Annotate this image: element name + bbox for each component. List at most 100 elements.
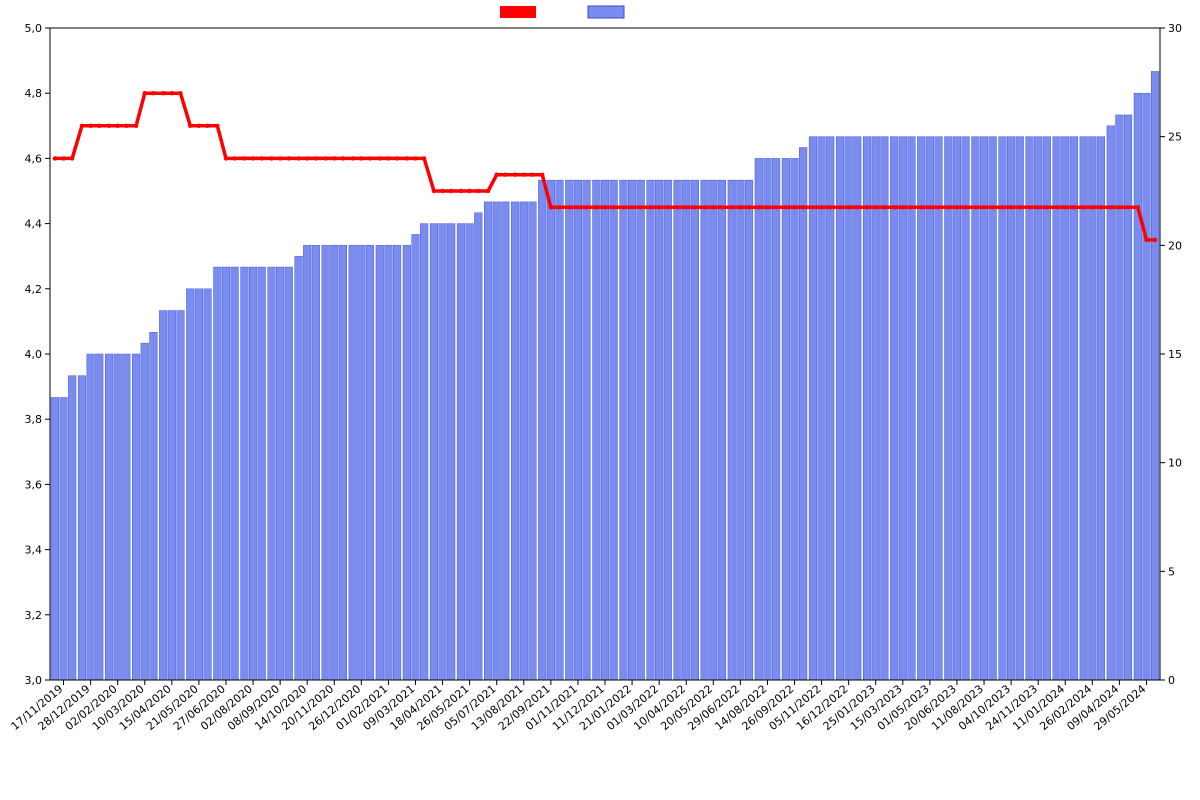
bar <box>845 137 853 680</box>
bar <box>809 137 817 680</box>
bar <box>628 180 636 680</box>
line-marker <box>1144 238 1148 242</box>
line-marker <box>269 156 273 160</box>
bar <box>818 137 826 680</box>
y-right-tick-label: 30 <box>1168 22 1182 35</box>
bar <box>718 180 726 680</box>
bar <box>1026 137 1034 680</box>
bar <box>989 137 997 680</box>
legend-swatch-bar <box>588 6 624 18</box>
line-marker <box>378 156 382 160</box>
bar <box>385 245 393 680</box>
line-marker <box>170 91 174 95</box>
line-marker <box>432 189 436 193</box>
bar <box>177 311 185 680</box>
line-marker <box>874 205 878 209</box>
bar <box>412 234 420 680</box>
line-marker <box>1153 238 1157 242</box>
line-marker <box>919 205 923 209</box>
bar <box>114 354 122 680</box>
line-marker <box>765 205 769 209</box>
line-marker <box>757 205 761 209</box>
bar <box>268 267 276 680</box>
bar <box>583 180 591 680</box>
bar <box>799 148 807 680</box>
line-marker <box>224 156 228 160</box>
bar <box>222 267 230 680</box>
line-marker <box>1126 205 1130 209</box>
line-marker <box>405 156 409 160</box>
line-marker <box>621 205 625 209</box>
bar <box>339 245 347 680</box>
line-marker <box>486 189 490 193</box>
y-left-tick-label: 5,0 <box>25 22 43 35</box>
line-marker <box>341 156 345 160</box>
bar <box>68 376 76 680</box>
bar <box>186 289 194 680</box>
line-marker <box>892 205 896 209</box>
bar <box>655 180 663 680</box>
line-marker <box>792 205 796 209</box>
line-marker <box>205 124 209 128</box>
line-marker <box>730 205 734 209</box>
line-marker <box>323 156 327 160</box>
line-marker <box>828 205 832 209</box>
line-marker <box>648 205 652 209</box>
bar <box>1134 93 1142 680</box>
bar <box>231 267 239 680</box>
y-left-tick-label: 4,2 <box>25 283 43 296</box>
bar <box>574 180 582 680</box>
bar <box>610 180 618 680</box>
bar <box>1097 137 1105 680</box>
bar <box>241 267 249 680</box>
bar <box>1124 115 1132 680</box>
line-marker <box>738 205 742 209</box>
y-right-tick-label: 5 <box>1168 565 1175 578</box>
bar <box>95 354 103 680</box>
y-right-tick-label: 0 <box>1168 674 1175 687</box>
line-marker <box>513 173 517 177</box>
bar <box>701 180 709 680</box>
bar <box>295 256 303 680</box>
line-marker <box>143 91 147 95</box>
line-marker <box>287 156 291 160</box>
bar <box>881 137 889 680</box>
bar <box>863 137 871 680</box>
bar <box>195 289 203 680</box>
line-marker <box>88 124 92 128</box>
bar <box>447 224 455 680</box>
bar <box>691 180 699 680</box>
bar <box>60 397 68 680</box>
dual-axis-bar-line-chart: 3,03,23,43,63,84,04,24,44,64,85,00510152… <box>0 0 1200 800</box>
line-marker <box>459 189 463 193</box>
line-marker <box>1109 205 1113 209</box>
line-marker <box>611 205 615 209</box>
bar <box>78 376 86 680</box>
bar <box>836 137 844 680</box>
bar <box>737 180 745 680</box>
line-marker <box>449 189 453 193</box>
bar <box>1053 137 1061 680</box>
bar <box>168 311 176 680</box>
line-marker <box>503 173 507 177</box>
bar <box>258 267 266 680</box>
bar <box>601 180 609 680</box>
line-marker <box>963 205 967 209</box>
bar <box>51 397 59 680</box>
line-marker <box>784 205 788 209</box>
line-marker <box>70 156 74 160</box>
bar <box>755 158 763 680</box>
legend-swatch-line <box>500 6 536 18</box>
line-marker <box>215 124 219 128</box>
bar <box>962 137 970 680</box>
bar <box>493 202 501 680</box>
line-marker <box>386 156 390 160</box>
bar <box>972 137 980 680</box>
bar <box>917 137 925 680</box>
bar <box>953 137 961 680</box>
bar <box>349 245 357 680</box>
bar <box>430 224 438 680</box>
line-marker <box>97 124 101 128</box>
line-marker <box>693 205 697 209</box>
bar <box>908 137 916 680</box>
